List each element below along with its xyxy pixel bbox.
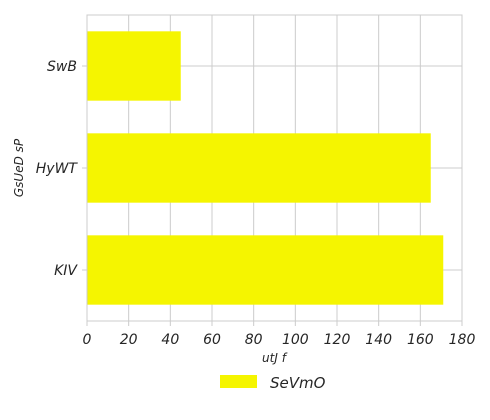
x-axis-title: utJ f — [262, 351, 288, 365]
y-tick-label: HyWT — [36, 161, 79, 177]
y-tick-label: KIV — [54, 263, 78, 279]
bar-KIV — [87, 235, 444, 305]
x-tick-label: 80 — [245, 332, 263, 348]
x-tick-label: 180 — [449, 332, 476, 348]
x-tick-labels: 0 20 40 60 80 100 120 140 160 180 — [83, 332, 476, 348]
y-axis-title: GsUeD sP — [12, 138, 26, 197]
legend-swatch — [220, 375, 257, 388]
plot-frame — [86, 14, 463, 322]
x-tick-label: 140 — [365, 332, 392, 348]
bar-SwB — [87, 31, 181, 101]
x-tick-label: 0 — [83, 332, 92, 348]
x-tick-label: 40 — [161, 332, 179, 348]
legend: SeVmO — [220, 374, 326, 392]
x-tick-label: 120 — [324, 332, 351, 348]
bars — [87, 31, 444, 305]
x-tick-label: 100 — [282, 332, 309, 348]
x-tick-label: 60 — [203, 332, 221, 348]
x-tick-label: 20 — [120, 332, 138, 348]
y-tick-labels: SwB HyWT KIV — [36, 59, 79, 279]
y-tick-label: SwB — [47, 59, 77, 75]
x-tick-label: 160 — [407, 332, 434, 348]
legend-label: SeVmO — [270, 374, 326, 392]
bar-HyWT — [87, 133, 431, 203]
